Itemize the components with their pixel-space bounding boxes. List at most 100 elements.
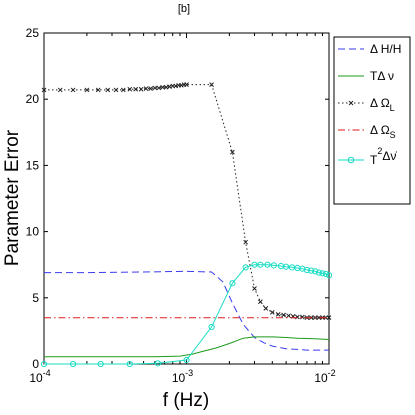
data-point-x [160,84,165,90]
data-point-x [148,86,153,91]
data-point-x [41,87,47,93]
legend-label-post: Δν̇ [382,149,397,163]
series-2 [41,82,332,321]
plot-frame [43,32,330,365]
data-point-x [152,85,158,91]
x-tick-exponent: -3 [185,368,193,378]
data-point-x [163,84,169,90]
data-point-x [156,85,162,91]
legend-marker [347,156,355,164]
data-point-circle [40,360,48,368]
data-point-x [281,312,286,318]
y-tick-label: 20 [26,92,40,106]
data-point-x [230,149,235,155]
x-tick-label: 10-2 [314,368,335,385]
series-layer [40,82,333,368]
data-point-x [184,82,189,87]
data-point-circle [283,263,290,270]
data-point-x [120,87,126,93]
data-point-x [286,313,291,319]
data-point-x [70,87,76,93]
data-point-circle [242,264,249,271]
series-line [44,336,330,358]
data-point-circle [325,272,333,279]
series-4 [40,261,333,368]
legend-label-sup: 2 [377,146,382,156]
legend-label: Δ ΩL [370,96,395,113]
data-point-x [258,299,263,305]
data-point-circle [308,267,315,274]
data-point-circle [264,261,271,268]
legend-label: Δ ΩS [370,123,396,140]
data-point-circle [270,262,277,269]
legend-entry: Δ ΩS [338,123,396,140]
data-point-x [133,86,139,92]
legend-entry: TΔ ν [338,69,394,83]
legend-label-main: Δ H/H [370,42,401,56]
series-line [44,84,329,319]
legend-entry: T2Δν̇ [338,146,397,167]
data-point-circle [303,266,311,274]
data-point-x [326,315,332,321]
x-axis-label: f (Hz) [163,390,209,411]
data-point-circle [208,323,215,331]
data-point-x [143,86,149,91]
x-tick-exponent: -2 [328,368,336,378]
data-point-circle [322,270,329,278]
x-tick-label: 10-3 [172,368,193,385]
data-point-x [243,239,248,245]
series-line [44,270,329,351]
y-axis-label: Parameter Error [2,129,23,266]
x-tick-label: 10-4 [29,368,50,385]
data-point-x [57,87,63,93]
data-point-circle [319,270,326,277]
legend-entry: Δ H/H [338,42,401,56]
data-point-circle [257,261,264,268]
data-point-circle [126,360,133,368]
data-point-x [95,87,101,93]
y-tick-label: 0 [32,357,39,371]
data-point-x [252,286,257,291]
data-point-circle [183,356,190,364]
data-point-x [295,314,300,320]
x-tick-base: 10 [314,371,328,385]
legend-label-main: T [370,153,378,167]
legend-box [333,36,411,205]
series-1 [44,336,330,358]
legend-label: Δ H/H [370,42,401,56]
legend-label-sub: S [390,130,396,140]
data-point-x [127,86,133,92]
data-point-x [209,82,214,87]
data-point-x [269,310,275,315]
data-point-circle [312,268,319,275]
data-point-x [263,306,269,311]
series-line [44,264,330,365]
data-point-circle [154,360,162,367]
data-point-circle [315,269,323,276]
data-point-x [113,87,119,93]
legend-label-main: Δ Ω [370,123,390,137]
y-tick-label: 5 [32,291,39,305]
data-point-x [316,315,322,321]
data-point-circle [69,360,77,368]
legend-label-main: Δ Ω [370,96,390,110]
y-tick-label: 15 [26,158,40,172]
chart-title: [b] [178,3,190,15]
legend-marker [348,100,354,106]
data-point-circle [251,261,258,268]
data-point-x [299,314,305,320]
x-tick-exponent: -4 [43,368,51,378]
legend-label: TΔ ν [370,69,394,83]
data-point-circle [97,360,104,368]
data-point-x [275,311,281,317]
x-tick-base: 10 [172,371,186,385]
x-tick-base: 10 [29,371,43,385]
y-tick-label: 10 [26,225,40,239]
legend-entry: Δ ΩL [338,96,395,113]
y-tick-label: 25 [26,26,40,40]
legend-label-main: TΔ ν [370,69,394,83]
data-point-x [105,87,111,93]
